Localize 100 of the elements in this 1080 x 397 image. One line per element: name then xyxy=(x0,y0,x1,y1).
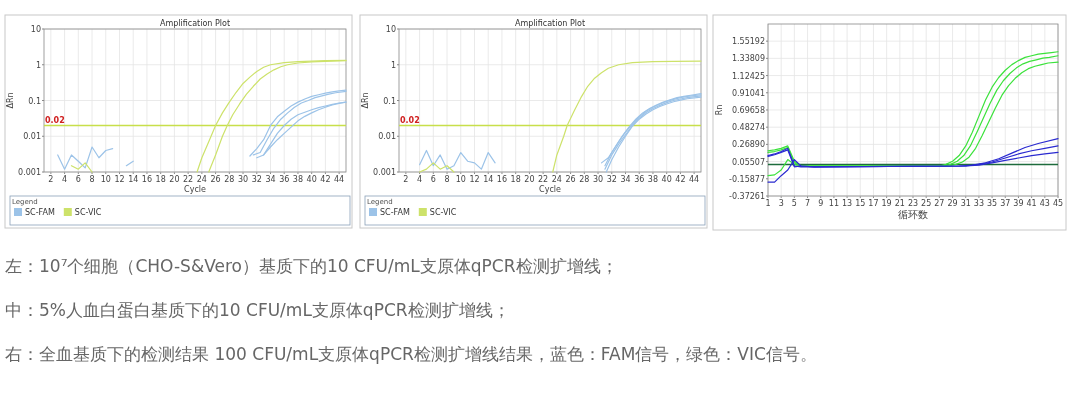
x-tick-label: 8 xyxy=(89,175,95,184)
y-tick-label: 1.55192 xyxy=(731,37,765,47)
x-tick-label: 30 xyxy=(237,175,249,184)
x-tick-label: 40 xyxy=(661,175,672,184)
x-axis-title: 循环数 xyxy=(898,209,928,220)
x-tick-label: 23 xyxy=(907,199,919,208)
x-tick-label: 36 xyxy=(279,175,290,184)
x-tick-label: 8 xyxy=(444,175,450,184)
x-tick-label: 24 xyxy=(551,175,562,184)
legend-label: SC-FAM xyxy=(25,208,55,217)
y-tick-label: -0.15877 xyxy=(729,174,765,184)
text: 左：10⁷个细胞（CHO-S&Vero）基质下的10 CFU/mL支原体qPCR检测扩增线； xyxy=(5,256,618,276)
y-axis-title: ΔRn xyxy=(6,92,15,109)
x-tick-label: 28 xyxy=(579,175,590,184)
x-tick-label: 39 xyxy=(1013,199,1024,208)
x-tick-label: 45 xyxy=(1052,199,1064,208)
x-tick-label: 30 xyxy=(592,175,604,184)
x-tick-label: 14 xyxy=(483,175,494,184)
y-tick-label: 1 xyxy=(390,60,396,70)
x-tick-label: 41 xyxy=(1026,199,1037,208)
chart-title: Amplification Plot xyxy=(159,19,231,28)
x-tick-label: 18 xyxy=(510,175,521,184)
x-tick-label: 3 xyxy=(778,199,784,208)
x-tick-label: 32 xyxy=(251,175,262,184)
x-tick-label: 44 xyxy=(689,175,700,184)
x-tick-label: 16 xyxy=(141,175,153,184)
x-tick-label: 29 xyxy=(947,199,958,208)
x-tick-label: 6 xyxy=(75,175,81,184)
y-tick-label: 10 xyxy=(30,25,41,34)
y-tick-label: 0.01 xyxy=(378,132,396,142)
text: 右：全血基质下的检测结果 100 CFU/mL支原体qPCR检测扩增线结果，蓝色：FAM信号，绿色：VIC信号。 xyxy=(5,344,817,364)
x-tick-label: 10 xyxy=(100,175,111,184)
x-tick-label: 34 xyxy=(265,175,276,184)
x-tick-label: 28 xyxy=(224,175,235,184)
x-tick-label: 19 xyxy=(881,199,892,208)
x-tick-label: 4 xyxy=(417,175,423,184)
x-tick-label: 11 xyxy=(828,199,839,208)
x-tick-label: 2 xyxy=(403,175,409,184)
x-tick-label: 40 xyxy=(306,175,317,184)
x-tick-label: 12 xyxy=(469,175,480,184)
x-tick-label: 32 xyxy=(606,175,617,184)
x-tick-label: 20 xyxy=(169,175,180,184)
ref-line-label: 0.02 xyxy=(45,116,65,126)
x-axis-title: Cycle xyxy=(539,185,561,194)
legend-label: SC-FAM xyxy=(380,208,410,217)
y-tick-label: 0.69658 xyxy=(731,105,765,115)
y-tick-label: 0.1 xyxy=(28,96,41,106)
x-tick-label: 33 xyxy=(973,199,984,208)
legend-label: SC-VIC xyxy=(429,208,457,217)
ref-line-label: 0.02 xyxy=(400,116,420,126)
x-tick-label: 6 xyxy=(430,175,436,184)
y-tick-label: 0.01 xyxy=(23,132,41,142)
x-tick-label: 13 xyxy=(842,199,853,208)
x-tick-label: 12 xyxy=(114,175,125,184)
x-tick-label: 14 xyxy=(128,175,139,184)
y-tick-label: 0.05507 xyxy=(731,157,765,167)
x-tick-label: 2 xyxy=(48,175,54,184)
x-tick-label: 27 xyxy=(934,199,945,208)
x-tick-label: 34 xyxy=(620,175,631,184)
x-tick-label: 31 xyxy=(960,199,971,208)
x-tick-label: 22 xyxy=(538,175,549,184)
x-tick-label: 38 xyxy=(292,175,304,184)
x-tick-label: 16 xyxy=(496,175,508,184)
y-tick-label: 0.26890 xyxy=(731,140,765,150)
x-tick-label: 26 xyxy=(210,175,221,184)
x-tick-label: 7 xyxy=(805,199,811,208)
x-tick-label: 17 xyxy=(868,199,879,208)
x-tick-label: 15 xyxy=(855,199,866,208)
x-tick-label: 20 xyxy=(524,175,535,184)
x-tick-label: 4 xyxy=(62,175,68,184)
y-tick-label: 1 xyxy=(35,60,41,70)
chart-title: Amplification Plot xyxy=(514,19,586,28)
y-tick-label: 0.001 xyxy=(18,168,41,177)
y-tick-label: 0.1 xyxy=(383,96,396,106)
x-tick-label: 9 xyxy=(818,199,824,208)
y-tick-label: 0.48274 xyxy=(731,123,765,133)
x-tick-label: 10 xyxy=(455,175,466,184)
x-tick-label: 42 xyxy=(675,175,686,184)
legend-label: SC-VIC xyxy=(74,208,102,217)
x-tick-label: 22 xyxy=(183,175,194,184)
x-tick-label: 24 xyxy=(196,175,207,184)
y-tick-label: 1.12425 xyxy=(731,71,765,81)
x-tick-label: 25 xyxy=(921,199,932,208)
x-tick-label: 44 xyxy=(334,175,345,184)
x-axis-title: Cycle xyxy=(184,185,206,194)
text: 中：5%人血白蛋白基质下的10 CFU/mL支原体qPCR检测扩增线； xyxy=(5,300,510,320)
x-tick-label: 36 xyxy=(634,175,645,184)
x-tick-label: 38 xyxy=(647,175,659,184)
x-tick-label: 21 xyxy=(894,199,905,208)
x-tick-label: 1 xyxy=(765,199,771,208)
y-tick-label: 0.91041 xyxy=(731,88,765,98)
x-tick-label: 37 xyxy=(1000,199,1011,208)
y-tick-label: 1.33809 xyxy=(731,54,765,64)
x-tick-label: 26 xyxy=(565,175,576,184)
x-tick-label: 43 xyxy=(1039,199,1050,208)
x-tick-label: 42 xyxy=(320,175,331,184)
y-tick-label: 0.001 xyxy=(373,168,396,177)
y-axis-title: Rn xyxy=(715,104,724,116)
x-tick-label: 5 xyxy=(791,199,797,208)
x-tick-label: 18 xyxy=(155,175,166,184)
